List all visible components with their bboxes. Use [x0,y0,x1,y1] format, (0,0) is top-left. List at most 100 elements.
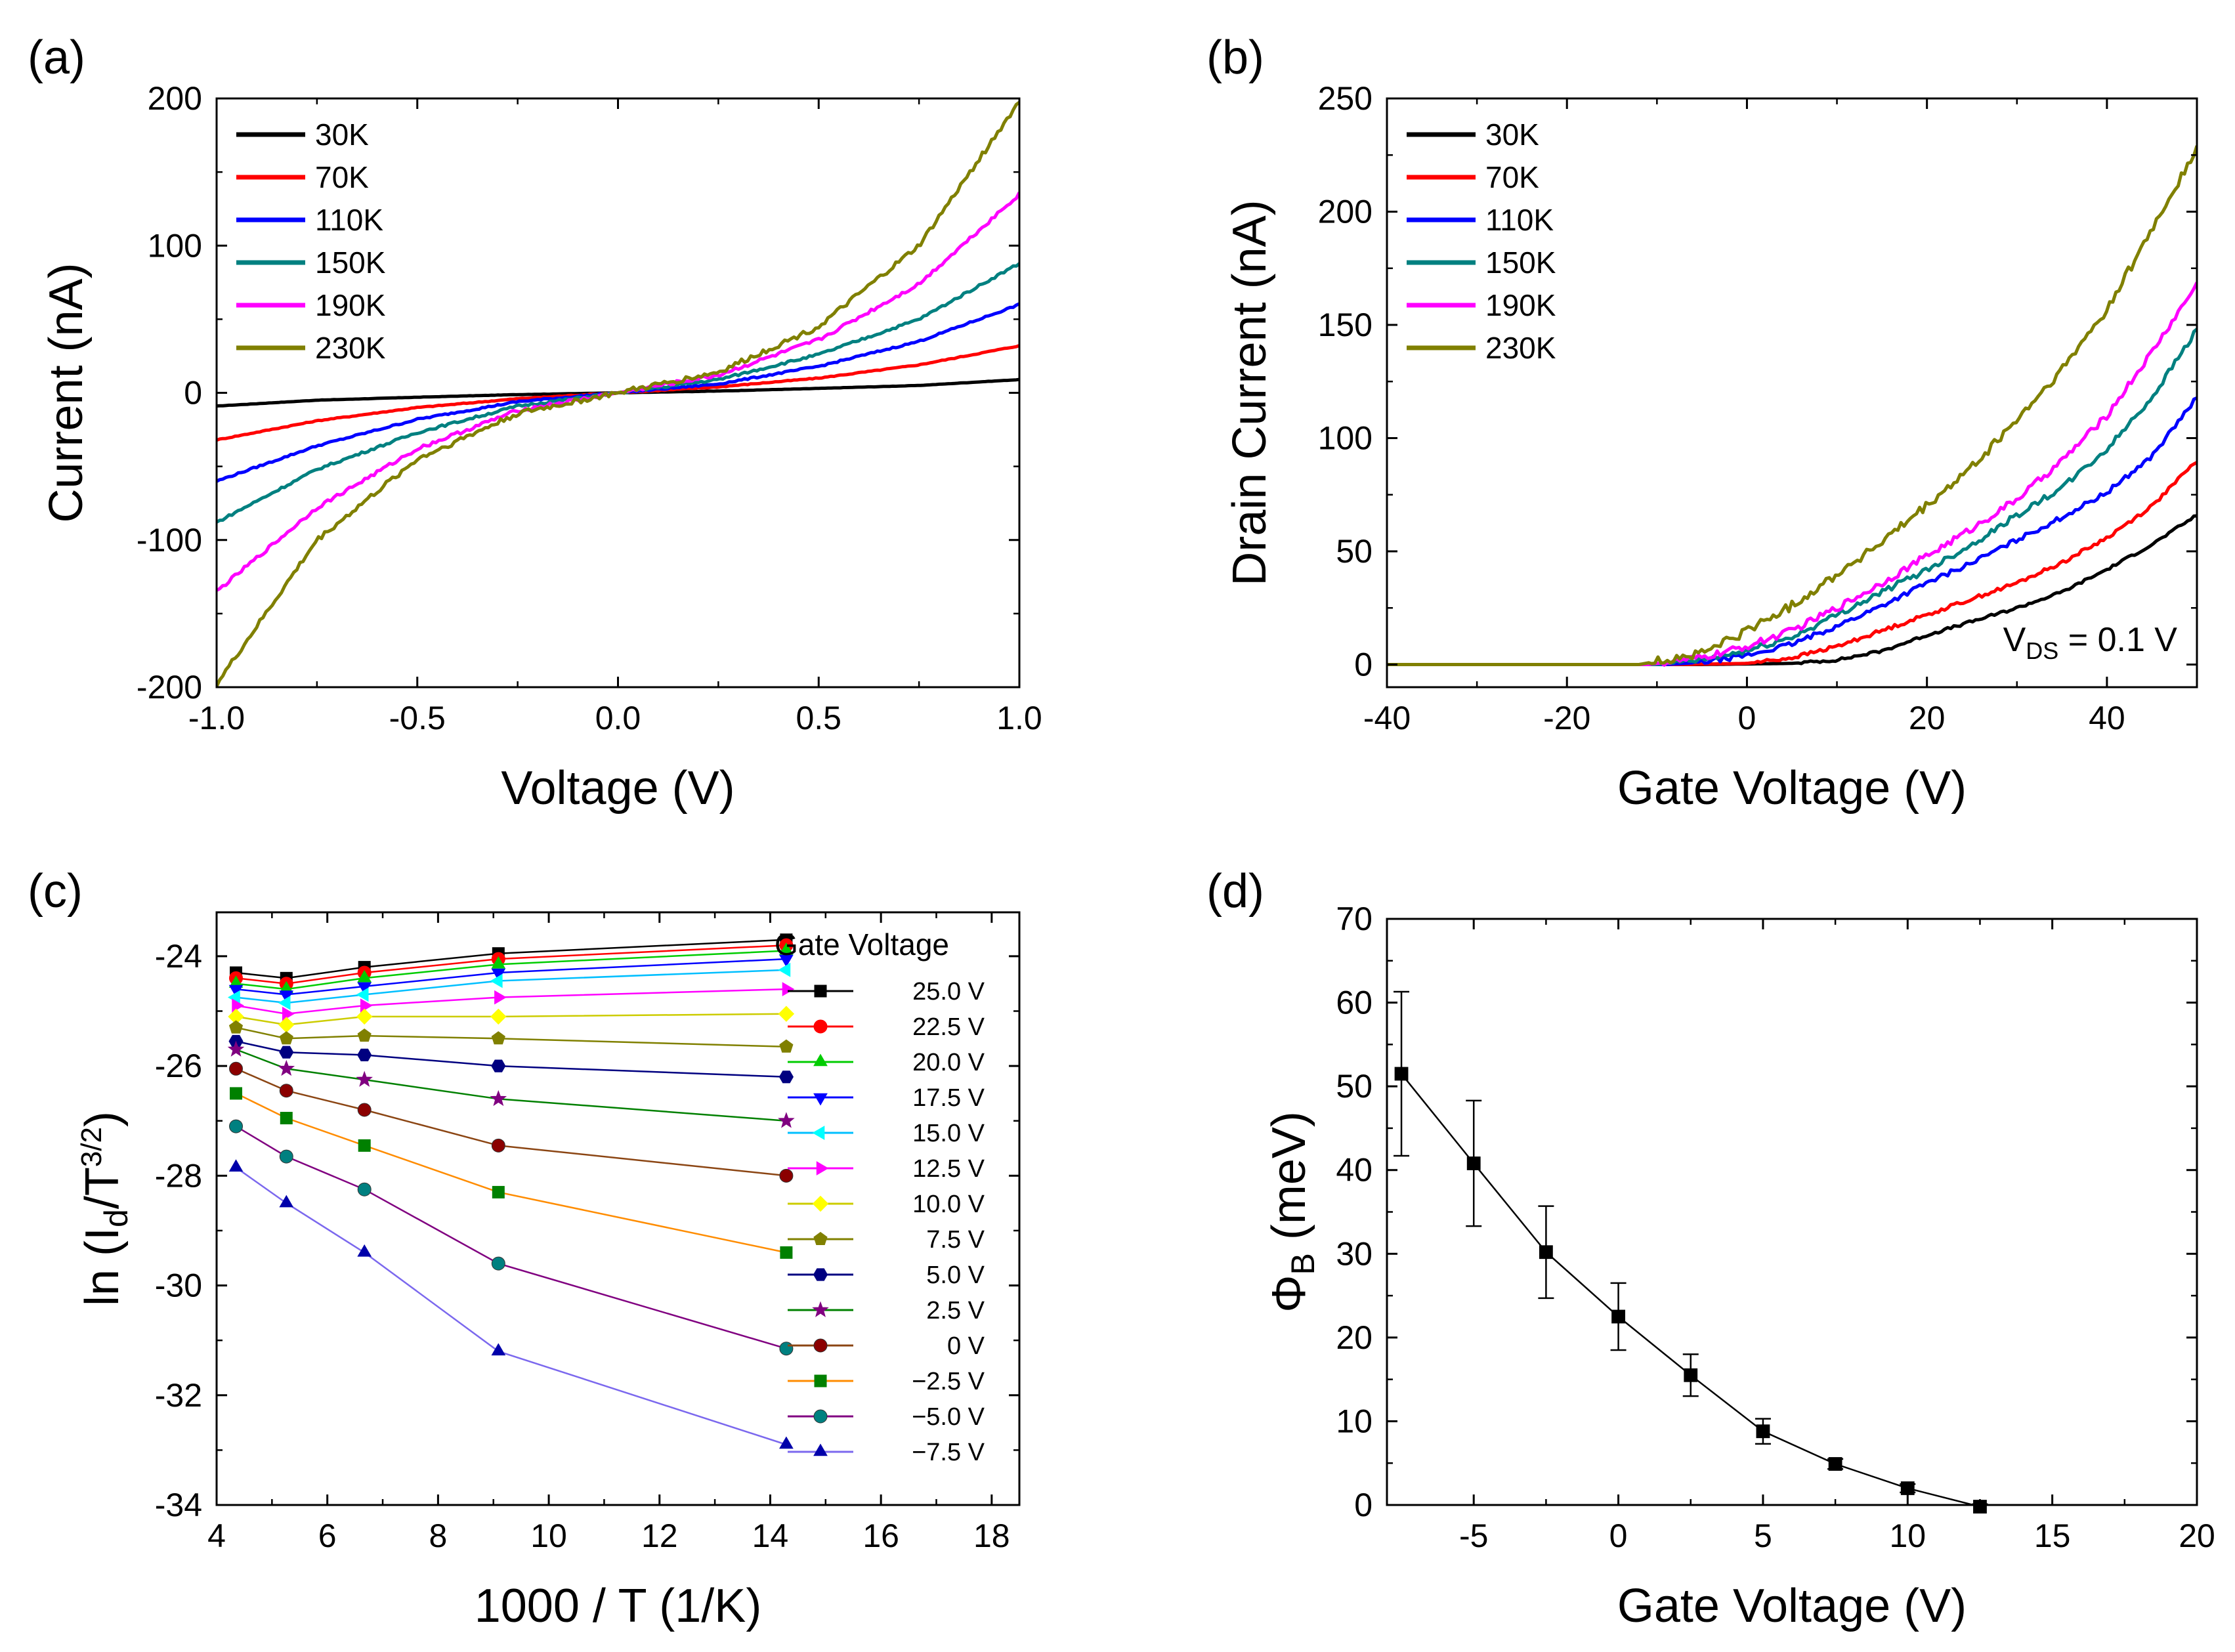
data-point [779,942,794,955]
data-point [1466,1156,1481,1170]
legend-label: 0 V [947,1332,985,1360]
data-point [779,954,794,967]
data-point [228,1020,244,1034]
ylabel-end: ) [76,1111,129,1127]
y-tick-label: -34 [155,1487,202,1523]
data-point [490,973,503,988]
legend-marker [814,1374,827,1387]
series-line-150K [1387,328,2197,666]
data-point [778,1070,794,1084]
ylabel-mid: /T [76,1167,129,1209]
y-tick-label: 100 [148,227,202,264]
x-tick-label: 20 [2179,1517,2215,1554]
y-tick-label: 250 [1318,80,1373,117]
y-tick-label: 200 [1318,194,1373,230]
data-point [491,1031,505,1045]
data-point [782,982,795,996]
data-point [778,1006,795,1022]
x-tick-label: 18 [973,1517,1010,1554]
panel-label: (c) [28,865,83,918]
series-line-230K [217,100,1019,687]
x-tick-label: 1.0 [996,700,1042,736]
legend-marker [812,1126,825,1140]
x-axis-title: Gate Voltage (V) [1617,1580,1967,1632]
legend-marker [813,1443,828,1456]
data-point [279,1046,294,1059]
data-point [1539,1245,1553,1260]
data-point [357,1048,372,1061]
data-point [278,1017,295,1033]
legend-marker [813,1409,828,1424]
vds-annotation: VDS = 0.1 V [2003,621,2178,664]
data-point [1756,1424,1770,1439]
legend-label: 12.5 V [912,1155,985,1183]
legend-label: 150K [1485,245,1556,280]
plot-frame [215,911,1021,1506]
legend-marker [812,1195,829,1212]
data-point [357,969,372,983]
data-point [358,1139,371,1152]
x-axis-title: Gate Voltage (V) [1617,762,1967,815]
y-axis-title: Drain Current (nA) [1224,200,1276,585]
x-tick-label: 8 [429,1517,447,1554]
data-point [227,1040,245,1057]
data-point [1611,1309,1625,1324]
x-tick-label: 0 [1738,700,1756,736]
data-point [1394,1067,1409,1081]
data-point [1900,1481,1915,1495]
ylabel-end: (meV) [1263,1111,1315,1253]
y-tick-label: 150 [1318,307,1373,343]
data-point [356,1008,373,1025]
legend-label: 25.0 V [912,978,985,1006]
x-tick-label: 10 [1889,1517,1926,1554]
data-point [228,1159,244,1172]
data-point [1684,1368,1698,1382]
series-line-15.0 V [236,969,786,1004]
legend-label: −2.5 V [912,1368,985,1395]
x-tick-label: -40 [1363,700,1411,736]
legend-label: 22.5 V [912,1013,985,1041]
ylabel-sup: 3/2 [75,1127,108,1167]
legend-label: −5.0 V [912,1403,985,1431]
x-tick-label: 12 [641,1517,678,1554]
x-tick-label: 0.0 [595,700,641,736]
x-tick-label: 0 [1609,1517,1628,1554]
legend-marker [813,1338,828,1353]
legend-label: 5.0 V [926,1261,985,1289]
data-point [229,1061,244,1076]
legend-marker [814,985,827,998]
data-point [278,1059,295,1076]
y-tick-label: 0 [184,375,202,412]
data-point [357,1182,372,1197]
data-point [490,1090,507,1107]
ylabel-sub: d [98,1209,135,1227]
ylabel-sub: B [1285,1253,1321,1275]
data-point [356,987,369,1002]
series-line-12.5 V [236,988,786,1015]
legend-label: 230K [315,331,386,365]
panel-c: (c) 4 6 8 10 12 14 16 18 -34 -32 -30 -28 -26 -24 Gate V… [28,865,1021,1632]
x-tick-label: 4 [207,1517,226,1554]
legend: Gate Voltage 25.0 V 22.5 V 20.0 V 17.5 V 15.0… [775,927,985,1466]
legend-label: −7.5 V [912,1439,985,1466]
panel-a: (a) -1.0 -0.5 0.0 0.5 1.0 -200 -100 0 100 200 30K 70… [28,32,1042,815]
ylabel-main: Φ [1263,1275,1315,1312]
x-tick-label: 20 [1909,700,1946,736]
x-axis-title: 1000 / T (1/K) [475,1580,762,1632]
data-point [360,998,373,1013]
legend-marker [813,1053,828,1067]
y-tick-label: 50 [1336,1068,1373,1105]
data-point [779,1436,794,1449]
y-tick-label: 200 [148,80,202,117]
data-point [780,1246,793,1259]
legend-label: 190K [1485,288,1556,322]
x-tick-label: 5 [1754,1517,1772,1554]
series-line-0 V [236,1068,787,1177]
legend-marker [813,1231,828,1245]
y-axis-title: ΦB (meV) [1263,1111,1321,1313]
y-axis-title: ln (Id/T3/2) [75,1111,135,1306]
data-point [280,1112,293,1125]
vds-rest: = 0.1 V [2058,621,2177,659]
x-tick-label: 16 [862,1517,899,1554]
data-point [282,1006,295,1021]
